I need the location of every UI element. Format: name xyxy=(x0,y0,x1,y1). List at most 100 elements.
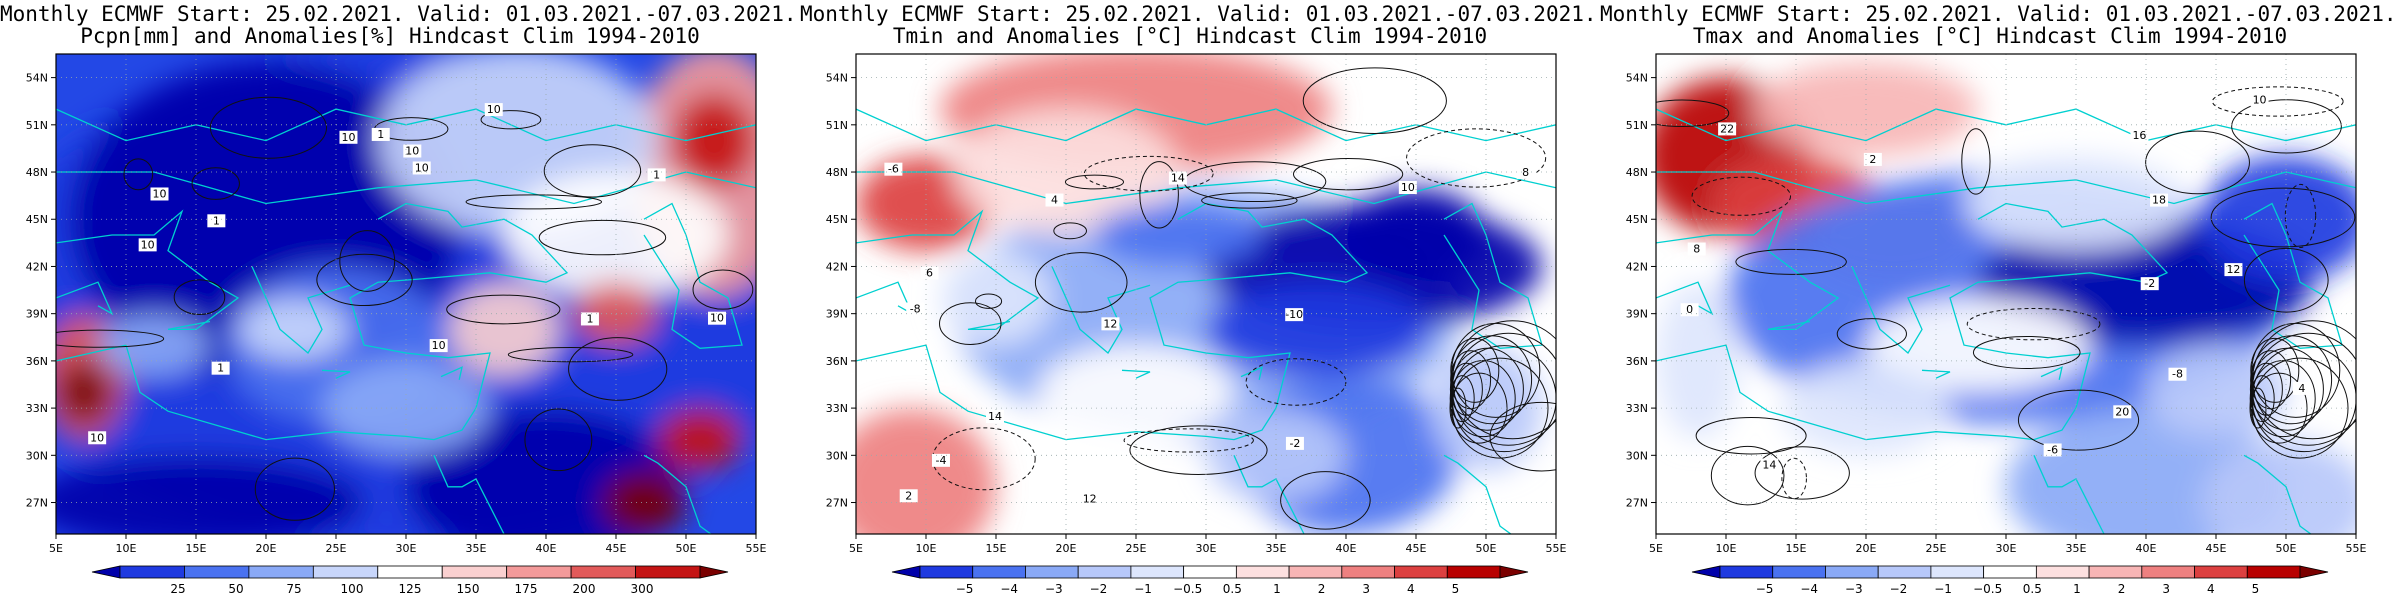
contour-line xyxy=(1129,425,1268,475)
y-tick-label: 30N xyxy=(26,449,48,462)
contour-label: 2 xyxy=(905,489,912,502)
panel-title-line2: Tmin and Anomalies [°C] Hindcast Clim 19… xyxy=(892,24,1488,48)
colorbar-segment xyxy=(1077,565,1132,579)
contour-label: 10 xyxy=(1401,181,1415,194)
x-tick-label: 5E xyxy=(1649,542,1663,555)
coastline xyxy=(56,171,756,205)
x-tick-label: 45E xyxy=(1406,542,1427,555)
contour-label-box xyxy=(429,339,448,353)
colorbar-label: −1 xyxy=(1934,582,1952,596)
contour-line xyxy=(1123,428,1254,453)
anomaly-region xyxy=(2202,439,2356,534)
y-tick-label: 45N xyxy=(26,213,48,226)
y-tick-label: 51N xyxy=(1626,119,1648,132)
contour-label-box xyxy=(899,489,918,503)
contour-line xyxy=(2211,86,2344,117)
contour-label: -2 xyxy=(2144,277,2155,290)
colorbar-label: 2 xyxy=(1318,582,1326,596)
contour-label-box xyxy=(1285,436,1304,450)
colorbar-segment xyxy=(1446,565,1501,579)
colorbar-max-arrow xyxy=(699,565,729,579)
contour-label-box xyxy=(484,103,503,117)
contour-line xyxy=(123,158,154,191)
colorbar: −5 −4 −3 −2 −1 −0.5 0.5 1 2 3 4 5 xyxy=(1691,565,2329,596)
contour-label: 10 xyxy=(2253,93,2267,106)
coastline xyxy=(856,209,1040,331)
y-tick-label: 54N xyxy=(1626,72,1648,85)
contour-label: 14 xyxy=(1171,172,1185,185)
x-tick-label: 30E xyxy=(396,542,417,555)
contour-label-box xyxy=(412,161,431,175)
x-tick-label: 5E xyxy=(49,542,63,555)
contour-line xyxy=(191,167,240,200)
contour-label-box xyxy=(403,144,422,158)
contour-line xyxy=(1961,128,1991,195)
colorbar-max-arrow xyxy=(2299,565,2329,579)
contour-label-box xyxy=(339,130,358,144)
contour-line xyxy=(524,408,593,472)
contour-line xyxy=(538,219,667,256)
contour-label: 1 xyxy=(653,168,660,181)
x-tick-label: 45E xyxy=(606,542,627,555)
x-tick-label: 35E xyxy=(2066,542,2087,555)
contour-label-box xyxy=(2113,405,2132,419)
x-tick-label: 10E xyxy=(116,542,137,555)
panel-title-line1: Monthly ECMWF Start: 25.02.2021. Valid: … xyxy=(800,2,1597,26)
y-tick-label: 36N xyxy=(826,355,848,368)
contour-label-box xyxy=(2140,277,2159,291)
contour-line xyxy=(2210,187,2356,248)
contour-label: 20 xyxy=(2115,405,2129,418)
y-tick-label: 48N xyxy=(1626,166,1648,179)
contour-label-box xyxy=(211,361,230,375)
y-tick-label: 27N xyxy=(26,497,48,510)
anomaly-region xyxy=(856,408,996,534)
contour-line xyxy=(1451,345,1556,453)
contour-label: 10 xyxy=(141,238,155,251)
contour-label: 6 xyxy=(926,267,933,280)
colorbar-label: 0.5 xyxy=(1223,582,1242,596)
contour-label-box xyxy=(1680,303,1699,317)
y-tick-label: 45N xyxy=(826,213,848,226)
contour-label: 8 xyxy=(1693,243,1700,256)
coastline xyxy=(1240,366,1263,380)
colorbar-label: −0.5 xyxy=(1173,582,1202,596)
anomaly-region xyxy=(1206,282,1430,377)
colorbar-segment xyxy=(1341,565,1395,579)
contour-label-box xyxy=(2130,128,2149,142)
colorbar-label: 100 xyxy=(341,582,364,596)
x-tick-label: 15E xyxy=(986,542,1007,555)
colorbar: −5 −4 −3 −2 −1 −0.5 0.5 1 2 3 4 5 xyxy=(891,565,1529,596)
contours xyxy=(1656,86,2356,506)
contour-line xyxy=(1053,222,1087,240)
x-tick-label: 10E xyxy=(916,542,937,555)
contour-label-box xyxy=(1080,492,1099,506)
x-tick-label: 40E xyxy=(2136,542,2157,555)
x-tick-label: 15E xyxy=(186,542,207,555)
colorbar-label: −1 xyxy=(1134,582,1152,596)
panel-title-line2: Pcpn[mm] and Anomalies[%] Hindcast Clim … xyxy=(80,24,700,48)
colorbar-label: 4 xyxy=(2207,582,2215,596)
contour-line xyxy=(480,110,542,130)
contour-label: 10 xyxy=(153,187,167,200)
coastline xyxy=(643,202,743,349)
contour-line xyxy=(173,279,226,316)
colorbar-segment xyxy=(1235,565,1290,579)
colorbar-min-arrow xyxy=(891,565,921,579)
anomaly-region xyxy=(1038,345,1234,440)
coastline xyxy=(251,266,351,354)
anomaly-field: -4 -8 -10 -6 -2 2 4 8 12 14 14 10 6 12 xyxy=(856,54,1556,534)
y-tick-label: 42N xyxy=(826,260,848,273)
x-tick-label: 30E xyxy=(1196,542,1217,555)
colorbar-segment xyxy=(2194,565,2248,579)
contours xyxy=(932,67,1556,530)
colorbar-min-arrow xyxy=(91,565,121,579)
contour-line xyxy=(939,302,1002,345)
colorbar-label: 2 xyxy=(2118,582,2126,596)
contour-label: -6 xyxy=(888,163,899,176)
x-tick-label: 50E xyxy=(676,542,697,555)
colorbar-segment xyxy=(1183,565,1237,579)
contour-line xyxy=(446,294,561,325)
contour-line xyxy=(692,269,754,310)
colorbar-label: 200 xyxy=(573,582,596,596)
colorbar-segment xyxy=(635,565,701,579)
